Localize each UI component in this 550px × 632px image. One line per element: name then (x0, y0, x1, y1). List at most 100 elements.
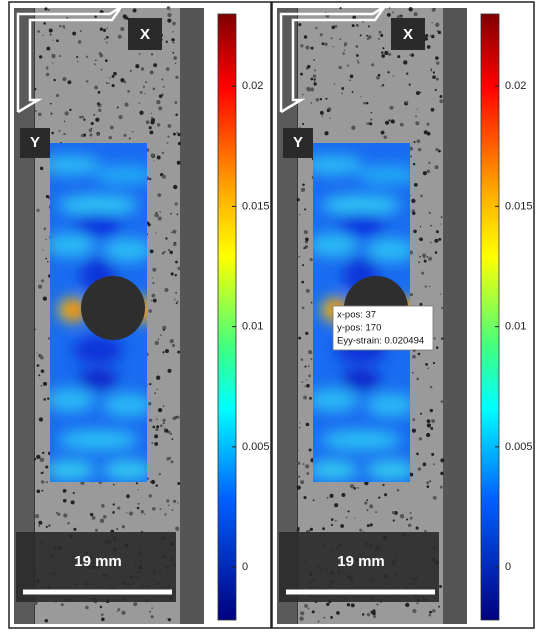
speckle (296, 198, 300, 202)
speckle (138, 53, 141, 55)
speckle (424, 529, 427, 533)
speckle (137, 502, 140, 505)
speckle (413, 182, 418, 187)
speckle (106, 35, 109, 39)
y-label-box (283, 128, 313, 158)
speckle (313, 80, 316, 83)
speckle (88, 128, 93, 133)
speckle (439, 99, 444, 104)
speckle (36, 489, 41, 494)
speckle (371, 63, 375, 67)
speckle (308, 448, 312, 452)
speckle (34, 328, 36, 331)
grip-edge (180, 8, 204, 624)
speckle (144, 92, 146, 95)
speckle (156, 123, 161, 127)
speckle (350, 484, 355, 489)
speckle (43, 22, 46, 25)
strain-blob (50, 155, 100, 175)
speckle (359, 528, 363, 532)
strain-blob (366, 238, 410, 262)
speckle (416, 452, 419, 456)
speckle (58, 55, 61, 58)
speckle (177, 141, 182, 146)
speckle (412, 418, 416, 422)
speckle (298, 213, 301, 216)
speckle (302, 122, 305, 125)
speckle (410, 53, 415, 57)
speckle (430, 224, 432, 227)
speckle (346, 603, 351, 607)
speckle (440, 223, 442, 225)
speckle (135, 64, 140, 69)
speckle (95, 117, 100, 122)
speckle (165, 67, 170, 71)
tooltip-line: Eyy-strain: 0.020494 (337, 336, 424, 347)
axis-arrow (16, 4, 124, 114)
speckle (117, 34, 122, 39)
speckle (300, 480, 305, 485)
speckle (425, 362, 428, 366)
speckle (152, 282, 155, 284)
speckle (155, 232, 157, 234)
speckle (177, 502, 179, 504)
speckle (121, 525, 126, 529)
speckle (306, 86, 311, 91)
speckle (303, 247, 306, 250)
speckle (45, 525, 48, 528)
speckle (122, 14, 127, 19)
speckle (409, 155, 413, 158)
speckle (172, 21, 176, 26)
speckle (370, 118, 373, 121)
speckle (149, 177, 152, 181)
strain-blob (58, 195, 138, 215)
speckle (40, 480, 45, 484)
speckle (315, 26, 318, 30)
strain-blobs (50, 155, 147, 480)
speckle (296, 485, 301, 490)
speckle (45, 257, 48, 260)
speckle (161, 252, 164, 255)
speckle (308, 374, 311, 378)
speckle (302, 463, 305, 466)
speckle (353, 487, 356, 490)
speckle (364, 480, 369, 486)
speckle (46, 68, 48, 71)
speckle (312, 74, 317, 78)
speckle (381, 54, 385, 58)
speckle (169, 338, 174, 344)
speckle (100, 613, 104, 617)
speckle (36, 454, 41, 460)
speckle (421, 271, 425, 275)
speckle (412, 354, 416, 359)
speckle (167, 12, 172, 18)
colorbar-tick-label: 0.02 (505, 80, 526, 92)
speckle (171, 231, 173, 233)
speckle (170, 212, 172, 215)
speckle (385, 120, 390, 125)
speckle (129, 70, 132, 72)
speckle (321, 115, 324, 117)
speckle (37, 30, 40, 33)
speckle (76, 55, 79, 59)
speckle (156, 99, 161, 105)
speckle (396, 488, 400, 492)
speckle (432, 75, 436, 79)
speckle (323, 616, 326, 619)
speckle (322, 527, 326, 531)
speckle (158, 106, 163, 111)
speckle (300, 44, 304, 48)
speckle (406, 72, 409, 75)
speckle (430, 69, 432, 72)
speckle (48, 524, 51, 527)
x-label-box (391, 18, 425, 50)
speckle (99, 53, 104, 58)
speckle (42, 451, 45, 455)
colorbar-tick-label: 0.015 (242, 200, 270, 212)
speckle (127, 90, 130, 93)
speckle (426, 485, 430, 488)
speckle (172, 499, 177, 504)
speckle (310, 46, 314, 50)
speckle (63, 513, 68, 518)
speckle (108, 135, 113, 140)
